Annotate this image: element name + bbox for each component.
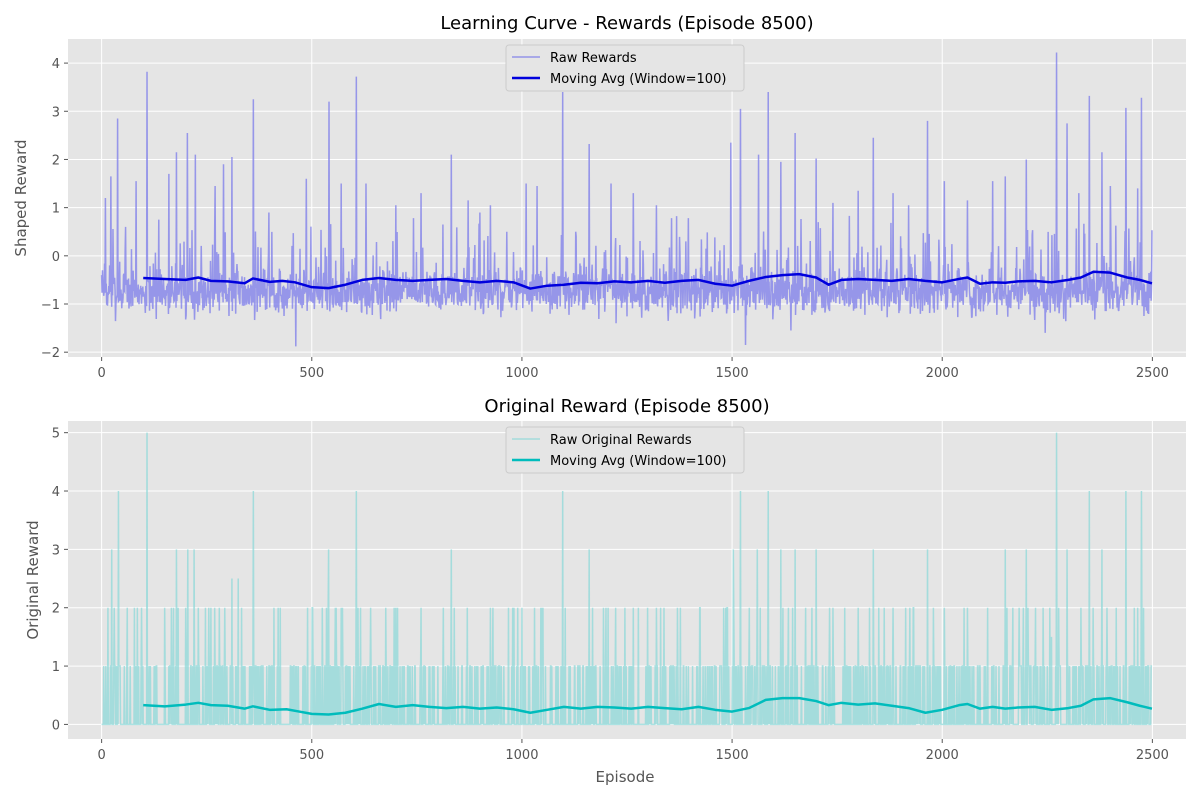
y-ticks-rewards: −2 −1 0 1 2 3 4 — [41, 57, 68, 361]
y-tick-label: 2 — [52, 602, 60, 617]
y-tick-label: 3 — [52, 105, 60, 120]
chart-title-original: Original Reward (Episode 8500) — [484, 396, 769, 417]
x-tick-label: 2500 — [1136, 748, 1169, 763]
legend-label-avg-rewards: Moving Avg (Window=100) — [550, 72, 726, 87]
x-ticks-original: 0 500 1000 1500 2000 2500 — [97, 739, 1169, 763]
y-tick-label: 4 — [52, 485, 60, 500]
y-axis-label-rewards: Shaped Reward — [12, 139, 30, 256]
legend-original: Raw Original Rewards Moving Avg (Window=… — [505, 426, 745, 474]
raw-rewards-line — [100, 52, 1153, 347]
legend-label-avg-original: Moving Avg (Window=100) — [550, 454, 726, 469]
raw-series-rewards — [100, 52, 1153, 347]
legend-label-raw-rewards: Raw Rewards — [550, 51, 637, 66]
x-tick-label: 0 — [97, 366, 105, 381]
x-tick-label: 1500 — [716, 748, 749, 763]
x-tick-label: 2000 — [926, 748, 959, 763]
avg-series-original — [143, 696, 1153, 716]
y-tick-label: −1 — [41, 298, 60, 313]
legend-box-original — [505, 426, 745, 474]
chart-title-rewards: Learning Curve - Rewards (Episode 8500) — [440, 13, 813, 34]
x-tick-label: 1000 — [505, 748, 538, 763]
raw-rewards-line — [101, 432, 1152, 726]
legend-rewards: Raw Rewards Moving Avg (Window=100) — [505, 44, 745, 92]
y-tick-label: −2 — [41, 346, 60, 361]
x-tick-label: 0 — [97, 748, 105, 763]
y-tick-label: 1 — [52, 202, 60, 217]
x-tick-label: 2500 — [1136, 366, 1169, 381]
legend-label-raw-original: Raw Original Rewards — [550, 433, 692, 448]
y-ticks-original: 0 1 2 3 4 5 — [52, 427, 68, 733]
x-axis-label-original: Episode — [596, 768, 655, 786]
y-axis-label-original: Original Reward — [24, 520, 42, 639]
legend-box-rewards — [505, 44, 745, 92]
moving-average-line — [143, 270, 1153, 290]
y-tick-label: 4 — [52, 57, 60, 72]
y-tick-label: 2 — [52, 153, 60, 168]
x-tick-label: 2000 — [926, 366, 959, 381]
x-tick-label: 500 — [299, 366, 324, 381]
x-tick-label: 1000 — [505, 366, 538, 381]
x-ticks-rewards: 0 500 1000 1500 2000 2500 — [97, 357, 1169, 381]
y-tick-label: 5 — [52, 427, 60, 442]
subplot-original: 0 500 1000 1500 2000 2500 0 1 2 3 4 5 Original Rew… — [24, 396, 1186, 786]
y-tick-label: 1 — [52, 660, 60, 675]
y-tick-label: 0 — [52, 718, 60, 733]
avg-series-rewards — [143, 270, 1153, 290]
y-tick-label: 3 — [52, 543, 60, 558]
subplot-rewards: 0 500 1000 1500 2000 2500 −2 −1 0 1 2 3 4 Learning … — [12, 13, 1186, 381]
moving-average-line — [143, 696, 1153, 716]
raw-series-original — [101, 432, 1152, 726]
x-tick-label: 1500 — [716, 366, 749, 381]
x-tick-label: 500 — [299, 748, 324, 763]
y-tick-label: 0 — [52, 250, 60, 265]
